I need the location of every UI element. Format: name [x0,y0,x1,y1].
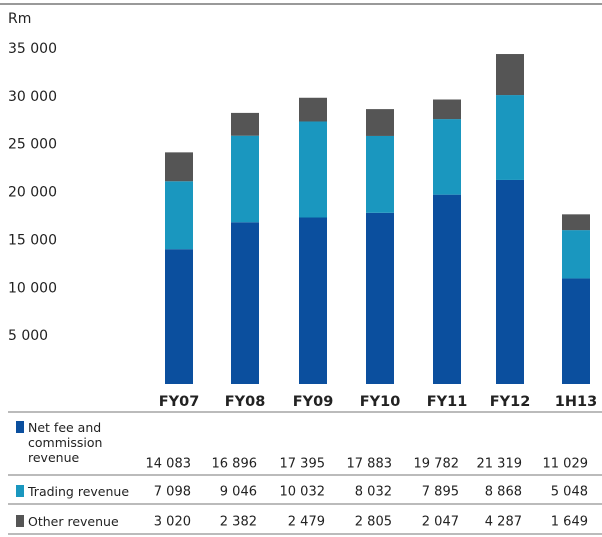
table-value: 19 782 [414,457,460,472]
table-value: 17 395 [280,457,326,472]
table-value: 1 649 [551,515,588,530]
x-tick-label: FY08 [225,394,266,410]
x-tick-label: FY07 [159,394,200,410]
bar-segment [562,214,590,231]
table-value: 8 032 [355,485,392,500]
table-value: 2 382 [220,515,257,530]
table-value: 7 098 [154,485,191,500]
bar-segment [299,121,327,218]
x-tick-label: FY09 [293,394,334,410]
bar-segment [231,112,259,136]
bar-segment [433,194,461,384]
y-tick-label: 35 000 [8,41,57,57]
table-value: 10 032 [280,485,326,500]
bar-segment [299,217,327,384]
bar-segment [366,109,394,136]
legend-swatch [16,485,24,497]
table-value: 14 083 [146,457,192,472]
bar-segment [562,230,590,279]
bar-segment [165,249,193,384]
legend-label: Trading revenue [28,484,130,499]
x-tick-label: 1H13 [555,394,597,410]
bar-segment [496,54,524,96]
table-value: 2 479 [288,515,325,530]
bar-segment [433,99,461,120]
y-tick-label: 5 000 [8,328,48,344]
y-axis-label: Rm [8,11,31,27]
y-tick-label: 25 000 [8,137,57,153]
bar-segment [231,135,259,223]
bar-segment [165,181,193,250]
y-tick-label: 10 000 [8,280,57,296]
bar-segment [562,278,590,384]
table-value: 2 805 [355,515,392,530]
y-tick-label: 15 000 [8,232,57,248]
bar-segment [231,222,259,384]
legend-swatch [16,421,24,433]
x-tick-label: FY10 [360,394,401,410]
table-value: 7 895 [422,485,459,500]
table-value: 3 020 [154,515,191,530]
bar-segment [433,119,461,195]
y-tick-label: 30 000 [8,89,57,105]
bar-segment [165,152,193,182]
table-value: 8 868 [485,485,522,500]
table-value: 2 047 [422,515,459,530]
legend-label: Net fee and commission revenue [28,420,103,465]
legend-swatch [16,515,24,527]
bar-segment [496,95,524,180]
table-value: 9 046 [220,485,257,500]
bar-segment [366,212,394,384]
legend-label: Other revenue [28,514,119,529]
table-value: 4 287 [485,515,522,530]
x-tick-label: FY12 [490,394,531,410]
table-value: 5 048 [551,485,588,500]
table-value: 21 319 [477,457,523,472]
table-value: 17 883 [347,457,393,472]
x-tick-label: FY11 [427,394,468,410]
table-value: 16 896 [212,457,258,472]
bar-segment [299,97,327,122]
bar-segment [366,135,394,213]
table-value: 11 029 [543,457,589,472]
y-tick-label: 20 000 [8,185,57,201]
bar-segment [496,179,524,384]
